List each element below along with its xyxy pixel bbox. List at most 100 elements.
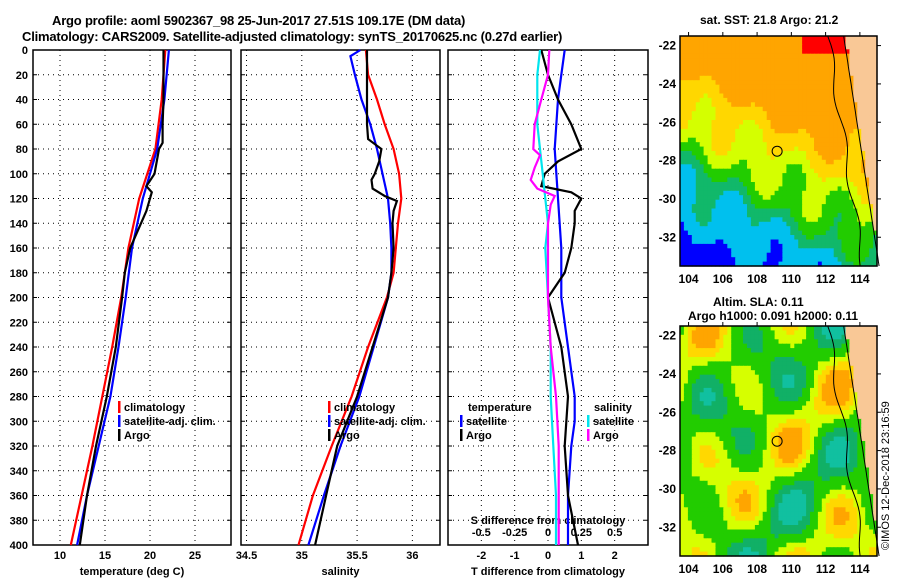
map-cell <box>683 62 689 68</box>
map-cell <box>790 261 795 267</box>
map-cell <box>735 458 740 464</box>
map-cell <box>802 498 807 504</box>
map-cell <box>719 168 724 174</box>
map-cell <box>711 485 716 491</box>
map-cell <box>739 365 744 371</box>
map-cell <box>750 58 756 64</box>
map-cell <box>786 248 791 254</box>
map-cell <box>715 441 720 446</box>
map-cell <box>786 186 791 192</box>
map-cell <box>821 257 827 263</box>
map-cell <box>794 80 799 86</box>
map-cell <box>699 44 705 50</box>
map-cell <box>865 458 870 464</box>
map-cell <box>680 348 685 354</box>
map-cell <box>695 124 701 130</box>
map-cell <box>683 458 689 464</box>
map-cell <box>719 71 724 77</box>
map-cell <box>695 436 701 442</box>
map-cell <box>837 427 843 433</box>
map-cell <box>837 467 843 473</box>
map-cell <box>814 146 819 152</box>
map-cell <box>841 159 846 165</box>
map-cell <box>794 146 799 152</box>
map-cell <box>817 159 823 165</box>
map-cell <box>857 489 862 495</box>
map-cell <box>774 53 780 59</box>
sla-map-panel: 104 106 108 110 112 114-22-24-26-28-30-32 <box>659 322 881 576</box>
map-cell <box>711 343 716 349</box>
map-cell <box>703 142 709 148</box>
map-cell <box>833 405 839 411</box>
map-cell <box>758 361 764 367</box>
map-cell <box>849 458 854 464</box>
map-cell <box>739 414 744 420</box>
map-cell <box>825 128 831 134</box>
map-cell <box>849 365 854 371</box>
map-cell <box>869 124 874 130</box>
map-cell <box>853 454 858 460</box>
map-cell <box>695 102 701 108</box>
map-cell <box>845 379 850 385</box>
map-cell <box>825 445 831 451</box>
map-cell <box>703 168 709 174</box>
map-cell <box>857 168 862 174</box>
map-cell <box>841 334 846 340</box>
map-cell <box>778 190 783 196</box>
map-cell <box>735 423 740 429</box>
map-cell <box>857 502 862 508</box>
map-cell <box>770 352 776 358</box>
map-cell <box>727 374 732 380</box>
map-cell <box>837 257 843 263</box>
map-cell <box>762 80 768 86</box>
map-cell <box>810 357 815 362</box>
map-cell <box>719 62 724 68</box>
map-cell <box>861 418 866 424</box>
map-cell <box>849 217 854 223</box>
map-cell <box>873 142 878 148</box>
map-cell <box>754 49 760 55</box>
map-cell <box>743 432 748 438</box>
map-cell <box>711 370 716 376</box>
map-cell <box>723 365 728 371</box>
map-cell <box>723 427 728 433</box>
map-cell <box>766 58 772 64</box>
map-cell <box>869 84 874 90</box>
map-cell <box>782 195 787 201</box>
map-cell <box>786 432 791 438</box>
map-cell <box>743 49 748 55</box>
map-cell <box>782 40 787 46</box>
map-cell <box>754 111 760 117</box>
map-cell <box>711 257 716 263</box>
map-cell <box>829 146 835 152</box>
map-cell <box>750 348 756 354</box>
map-cell <box>845 186 850 192</box>
map-cell <box>715 449 720 455</box>
map-cell <box>719 494 724 500</box>
map-cell <box>790 84 795 90</box>
map-cell <box>817 414 823 420</box>
map-cell <box>754 326 760 331</box>
map-cell <box>774 396 780 402</box>
map-cell <box>727 401 732 407</box>
map-cell <box>873 97 878 103</box>
map-cell <box>750 195 756 201</box>
map-cell <box>814 173 819 179</box>
map-cell <box>754 257 760 263</box>
map-cell <box>774 361 780 367</box>
map-cell <box>810 124 815 130</box>
map-cell <box>766 449 772 455</box>
map-cell <box>849 168 854 174</box>
map-cell <box>786 49 791 55</box>
map-cell <box>841 441 846 446</box>
map-cell <box>814 463 819 469</box>
map-cell <box>683 84 689 90</box>
map-cell <box>869 173 874 179</box>
map-cell <box>727 414 732 420</box>
map-cell <box>758 217 764 223</box>
map-cell <box>770 120 776 125</box>
map-cell <box>833 357 839 362</box>
map-cell <box>833 396 839 402</box>
map-cell <box>829 454 835 460</box>
map-cell <box>829 164 835 170</box>
